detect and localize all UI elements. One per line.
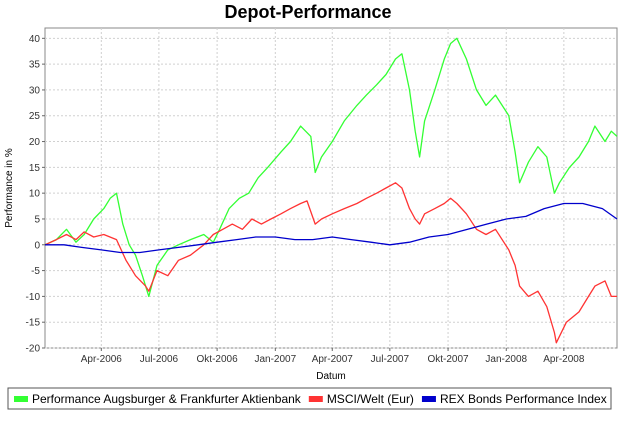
y-axis-label: Performance in % [4,148,15,228]
x-tick-label: Jul-2007 [371,354,410,365]
y-tick-label: 35 [29,60,41,71]
x-tick-label: Apr-2007 [312,354,354,365]
y-tick-label: -20 [26,344,41,355]
series-line-3 [45,202,618,254]
x-tick-label: Okt-2007 [427,354,469,365]
x-tick-label: Jul-2006 [140,354,179,365]
legend-swatch [308,396,323,402]
y-tick-label: -10 [26,292,41,303]
y-tick-label: -15 [26,318,41,329]
x-tick-label: Apr-2008 [543,354,585,365]
series-line-1 [44,37,618,298]
x-axis-label: Datum [316,371,345,382]
legend-swatch [421,396,436,402]
y-tick-label: 15 [29,163,41,174]
legend-label: MSCI/Welt (Eur) [327,392,414,406]
y-tick-label: 30 [29,85,41,96]
y-tick-label: 0 [34,240,40,251]
y-tick-label: 40 [29,34,41,45]
x-tick-label: Okt-2006 [197,354,239,365]
y-tick-label: 5 [34,214,40,225]
chart-title: Depot-Performance [224,2,391,22]
series-lines [44,37,618,344]
y-tick-label: 25 [29,111,41,122]
y-tick-label: -5 [31,266,40,277]
legend-label: Performance Augsburger & Frankfurter Akt… [32,392,302,406]
legend-swatch [14,396,28,402]
x-tick-label: Jan-2007 [254,354,296,365]
legend: Performance Augsburger & Frankfurter Akt… [14,392,607,406]
series-line-2 [44,182,617,344]
y-axis-ticks: 40 35 30 25 20 15 10 5 0 -5 -10 -15 -20 [26,34,45,355]
x-tick-label: Jan-2008 [485,354,527,365]
y-tick-label: 20 [29,137,41,148]
y-tick-label: 10 [29,189,41,200]
plot-area [44,27,618,349]
grid-lines [45,28,617,349]
x-tick-label: Apr-2006 [81,354,123,365]
x-axis-ticks: Apr-2006 Jul-2006 Okt-2006 Jan-2007 Apr-2007… [81,348,585,365]
legend-label: REX Bonds Performance Index [440,392,607,406]
